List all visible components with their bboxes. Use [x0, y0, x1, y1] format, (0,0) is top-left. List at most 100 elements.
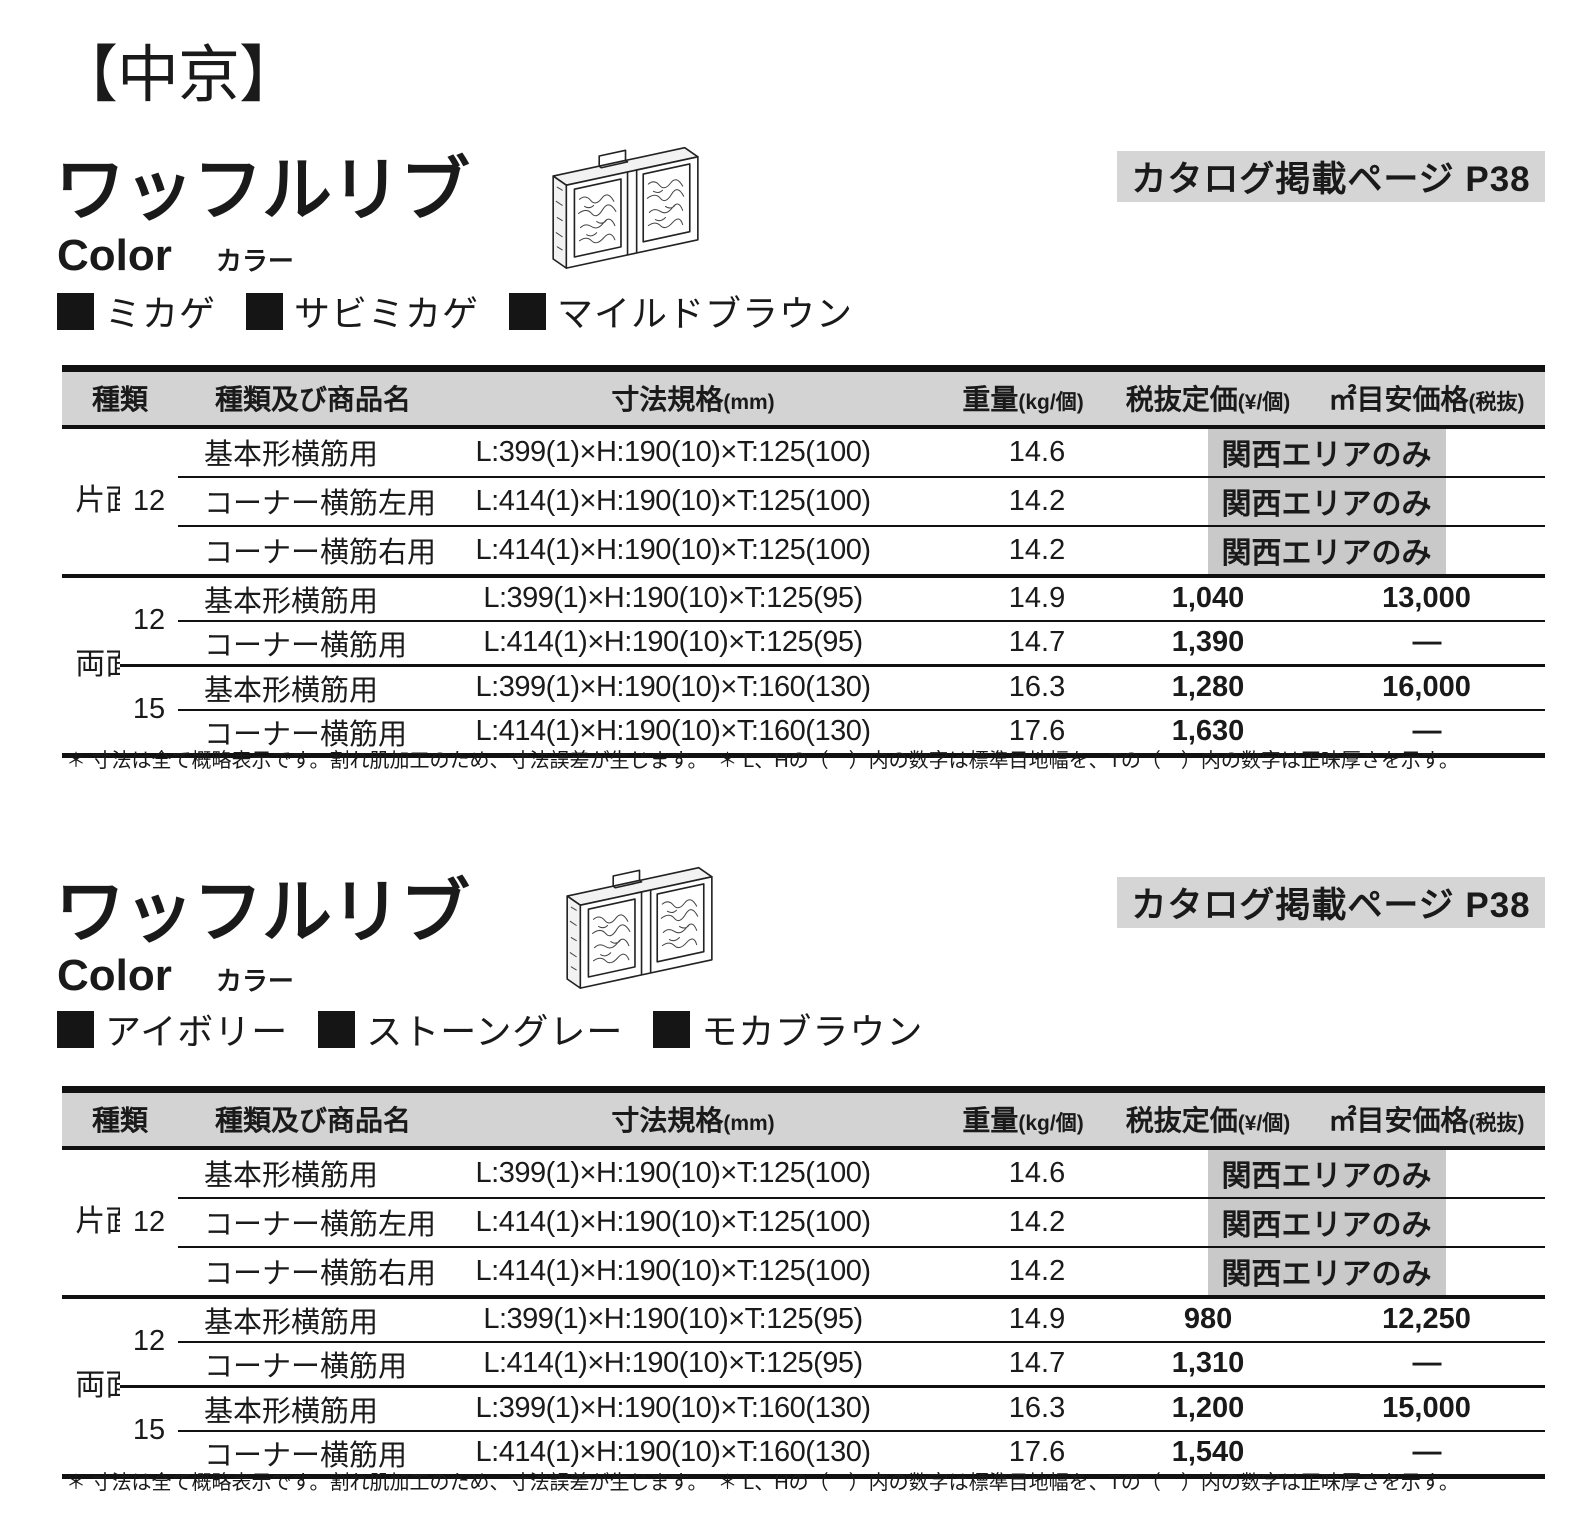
face-type-cell: 両面 — [62, 573, 120, 755]
color-swatches: ミカゲ サビミカゲ マイルドブラウン — [57, 285, 883, 337]
product-name: コーナー横筋右用 — [178, 524, 449, 576]
spec-table-1: 種類 種類及び商品名 寸法規格(mm) 重量(kg/個) 税抜定価(¥/個) ㎡… — [62, 365, 1546, 758]
color-heading: Color カラー — [57, 231, 294, 281]
color-heading-jp: カラー — [215, 966, 294, 996]
table-row: コーナー横筋用 L:414(1)×H:190(10)×T:125(95) 14.… — [62, 1340, 1546, 1386]
catalog-page-label: カタログ掲載ページ P38 — [1117, 877, 1545, 928]
color-swatch — [246, 292, 284, 330]
weight: 16.3 — [938, 1384, 1109, 1431]
unit-price: 1,310 — [1108, 1340, 1309, 1386]
color-heading-en: Color — [57, 231, 172, 280]
dimensions: L:414(1)×H:190(10)×T:125(100) — [448, 1196, 939, 1247]
product-name: 基本形横筋用 — [204, 439, 379, 471]
size-cell: 12 — [132, 1205, 166, 1238]
size-cell: 12 — [120, 1294, 179, 1386]
product-block-illustration — [566, 866, 713, 989]
table-row: コーナー横筋左用 L:414(1)×H:190(10)×T:125(100) 1… — [62, 475, 1546, 526]
sqm-price: 15,000 — [1308, 1384, 1546, 1431]
weight: 14.9 — [938, 1294, 1109, 1342]
table-row: 15 基本形横筋用 L:399(1)×H:190(10)×T:160(130) … — [62, 1384, 1546, 1476]
table-header-row: 種類 種類及び商品名 寸法規格(mm) 重量(kg/個) 税抜定価(¥/個) ㎡… — [62, 1089, 1546, 1150]
color-name: ミカゲ — [105, 293, 217, 334]
weight: 14.6 — [1008, 435, 1066, 468]
color-name: ストーングレー — [366, 1011, 624, 1052]
header-name: 種類及び商品名 — [178, 368, 449, 429]
face-type-cell: 片面 — [75, 1205, 120, 1239]
color-swatch-item: サビミカゲ — [246, 285, 479, 337]
table-row: コーナー横筋左用 L:414(1)×H:190(10)×T:125(100) 1… — [62, 1196, 1546, 1247]
size-cell: 15 — [120, 663, 179, 755]
dimensions: L:399(1)×H:190(10)×T:125(100) — [475, 435, 871, 468]
color-name: マイルドブラウン — [557, 293, 854, 334]
region-restriction: 関西エリアのみ — [1108, 524, 1546, 576]
color-swatch — [57, 292, 94, 330]
product-title: ワッフルリブ — [55, 151, 470, 229]
header-dims: 寸法規格(mm) — [448, 368, 939, 429]
product-name: コーナー横筋左用 — [178, 1196, 449, 1247]
table-header-row: 種類 種類及び商品名 寸法規格(mm) 重量(kg/個) 税抜定価(¥/個) ㎡… — [62, 368, 1546, 429]
unit-price: 1,200 — [1108, 1384, 1309, 1431]
product-block-illustration — [552, 146, 699, 269]
sqm-price: 12,250 — [1308, 1294, 1546, 1342]
color-swatches: アイボリー ストーングレー モカブラウン — [57, 1003, 953, 1055]
color-heading-jp: カラー — [215, 246, 294, 276]
weight: 14.2 — [938, 475, 1109, 526]
sqm-price: — — [1308, 1340, 1546, 1386]
dimensions: L:399(1)×H:190(10)×T:160(130) — [448, 1384, 939, 1431]
size-cell: 12 — [132, 484, 166, 517]
color-name: アイボリー — [105, 1011, 289, 1052]
table-row: コーナー横筋用 L:414(1)×H:190(10)×T:125(95) 14.… — [62, 619, 1546, 665]
header-name: 種類及び商品名 — [178, 1089, 449, 1150]
weight: 17.6 — [938, 708, 1109, 755]
color-name: モカブラウン — [701, 1011, 924, 1052]
color-swatch-item: アイボリー — [57, 1003, 288, 1055]
product-name: コーナー横筋左用 — [178, 475, 449, 526]
weight: 14.9 — [938, 573, 1109, 621]
weight: 14.2 — [938, 524, 1109, 576]
dimensions: L:414(1)×H:190(10)×T:125(100) — [448, 524, 939, 576]
header-price: 税抜定価(¥/個) — [1108, 1089, 1309, 1150]
weight: 14.7 — [938, 1340, 1109, 1386]
unit-price: 1,040 — [1108, 573, 1309, 621]
header-sqm: ㎡目安価格(税抜) — [1308, 368, 1546, 429]
weight: 14.2 — [938, 1196, 1109, 1247]
color-swatch — [509, 292, 547, 330]
dimensions: L:414(1)×H:190(10)×T:125(100) — [448, 475, 939, 526]
product-name: コーナー横筋用 — [178, 1429, 449, 1476]
dimensions: L:399(1)×H:190(10)×T:125(95) — [448, 1294, 939, 1342]
table-row: 両面 12 基本形横筋用 L:399(1)×H:190(10)×T:125(95… — [62, 1294, 1546, 1476]
table-row: コーナー横筋右用 L:414(1)×H:190(10)×T:125(100) 1… — [62, 1245, 1546, 1297]
unit-price: 1,540 — [1108, 1429, 1309, 1476]
product-name: コーナー横筋用 — [178, 708, 449, 755]
product-title: ワッフルリブ — [55, 873, 470, 951]
color-swatch-item: モカブラウン — [653, 1003, 923, 1055]
dimensions: L:414(1)×H:190(10)×T:160(130) — [448, 1429, 939, 1476]
table-row: 片面 12 基本形横筋用 L:399(1)×H:190(10)×T:125(10… — [62, 1148, 1545, 1238]
header-weight: 重量(kg/個) — [938, 1089, 1109, 1150]
sqm-price: 16,000 — [1308, 663, 1546, 710]
header-type: 種類 — [62, 1089, 179, 1150]
table-row: コーナー横筋用 L:414(1)×H:190(10)×T:160(130) 17… — [62, 708, 1546, 755]
table-row: 片面 12 基本形横筋用 L:399(1)×H:190(10)×T:125(10… — [62, 427, 1545, 517]
dimensions: L:414(1)×H:190(10)×T:160(130) — [448, 708, 939, 755]
weight: 14.2 — [938, 1245, 1109, 1297]
table-footnote: ＊ 寸法は全て概略表示です。割れ肌加工のため、寸法誤差が生じます。 ＊ L、Hの… — [66, 750, 1459, 772]
sqm-price: — — [1308, 708, 1546, 755]
region-restriction: 関西エリアのみ — [1108, 1196, 1546, 1247]
dimensions: L:399(1)×H:190(10)×T:125(95) — [448, 573, 939, 621]
color-swatch — [653, 1010, 691, 1048]
color-swatch-item: ストーングレー — [318, 1003, 623, 1055]
color-heading: Color カラー — [57, 951, 294, 1001]
weight: 16.3 — [938, 663, 1109, 710]
weight: 14.7 — [938, 619, 1109, 665]
table-row: コーナー横筋用 L:414(1)×H:190(10)×T:160(130) 17… — [62, 1429, 1546, 1476]
spec-table-2: 種類 種類及び商品名 寸法規格(mm) 重量(kg/個) 税抜定価(¥/個) ㎡… — [62, 1086, 1546, 1479]
product-name: 基本形横筋用 — [204, 1160, 379, 1192]
color-swatch — [318, 1010, 356, 1048]
color-name: サビミカゲ — [294, 293, 480, 334]
table-footnote: ＊ 寸法は全て概略表示です。割れ肌加工のため、寸法誤差が生じます。 ＊ L、Hの… — [66, 1472, 1459, 1494]
product-name: 基本形横筋用 — [178, 663, 449, 710]
face-type-cell: 片面 — [75, 484, 120, 518]
unit-price: 1,630 — [1108, 708, 1309, 755]
